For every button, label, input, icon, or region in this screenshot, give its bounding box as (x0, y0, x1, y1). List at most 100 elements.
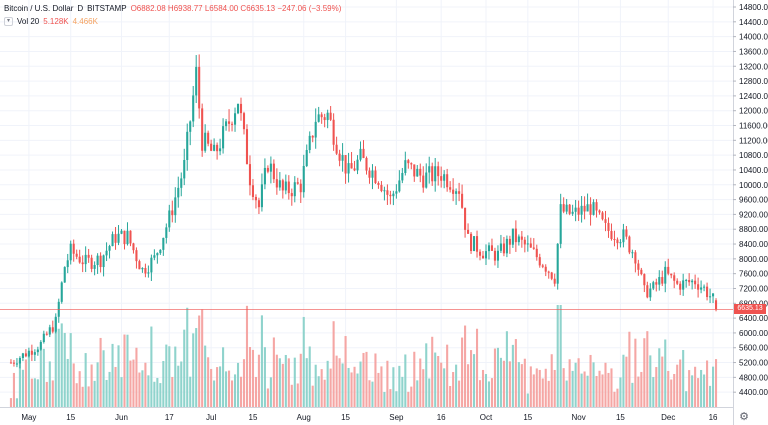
price-tick-label: 10800.00 (739, 151, 768, 160)
volume-bar (219, 366, 222, 407)
volume-bar (66, 358, 69, 407)
volume-bar (470, 350, 473, 407)
candle-body (404, 160, 407, 174)
volume-label: Vol 20 (17, 17, 40, 26)
candle-body (317, 114, 320, 122)
candle-body (45, 333, 48, 335)
candle-body (362, 148, 365, 158)
candle-body (108, 246, 111, 251)
volume-bar (625, 356, 628, 407)
candle-body (676, 280, 679, 284)
volume-bar (153, 381, 156, 407)
candle-body (48, 327, 51, 335)
candle-body (275, 179, 278, 188)
candle-body (138, 261, 141, 270)
candle-body (401, 173, 404, 181)
candle-body (386, 190, 389, 195)
volume-bar (51, 380, 54, 407)
volume-bar (78, 371, 81, 407)
candle-body (464, 207, 467, 230)
volume-bar (228, 370, 231, 407)
volume-legend: ▾ Vol 20 5.128K 4.466K (4, 17, 98, 26)
chevron-down-icon[interactable]: ▾ (4, 17, 13, 26)
volume-bar (165, 344, 168, 407)
volume-bar (535, 368, 538, 407)
volume-bar (257, 354, 260, 407)
candle-body (449, 187, 452, 190)
volume-bar (168, 346, 171, 407)
volume-bar (404, 354, 407, 407)
candle-body (714, 300, 718, 310)
volume-bar (544, 368, 547, 407)
volume-bar (613, 391, 616, 407)
candle-body (228, 121, 231, 124)
volume-bar (643, 338, 646, 407)
volume-bar (147, 375, 150, 407)
volume-bar (183, 329, 186, 407)
candle-body (236, 103, 240, 114)
time-tick-label: Dec (661, 413, 675, 422)
candle-body (520, 236, 523, 240)
volume-bar (287, 358, 290, 407)
volume-bar (538, 369, 541, 407)
candle-body (667, 266, 670, 274)
candle-body (129, 230, 132, 244)
price-tick-label: 14000.00 (739, 33, 768, 42)
volume-bar (467, 364, 470, 407)
volume-bar (410, 386, 413, 407)
volume-bar (15, 398, 18, 407)
volume-bar (661, 356, 664, 407)
candle-body (230, 123, 234, 125)
gear-icon[interactable]: ⚙ (739, 411, 749, 423)
candle-body (458, 191, 461, 194)
volume-bar (514, 339, 517, 407)
candle-body (712, 293, 715, 297)
volume-bar (302, 316, 305, 407)
price-tick-label: 9200.00 (739, 210, 768, 219)
candle-body (287, 181, 290, 194)
candle-body (171, 210, 174, 216)
candle-body (574, 207, 577, 212)
volume-bar (171, 376, 174, 407)
volume-bar (607, 372, 610, 407)
candle-body (374, 170, 377, 184)
candle-body (607, 222, 610, 231)
volume-bar (332, 321, 335, 407)
volume-bar (198, 315, 201, 407)
price-tick-label: 12400.00 (739, 92, 768, 101)
candle-body (263, 167, 266, 185)
volume-bar (293, 357, 296, 407)
volume-bar (239, 376, 243, 407)
candle-body (398, 180, 401, 192)
volume-bar (189, 376, 192, 407)
candle-body (580, 205, 583, 215)
volume-bar (177, 365, 180, 407)
candle-body (595, 202, 598, 211)
candle-body (293, 182, 296, 197)
volume-bar (425, 343, 428, 407)
volume-bar (616, 388, 619, 407)
volume-bar (446, 344, 449, 407)
volume-bar (111, 343, 114, 407)
volume-bar (505, 331, 508, 407)
volume-bar (81, 386, 84, 407)
volume-bar (622, 354, 625, 407)
candle-body (535, 248, 538, 258)
time-tick-label: 16 (437, 413, 446, 422)
volume-bar (437, 355, 440, 407)
volume-bar (201, 309, 204, 407)
volume-bar (260, 315, 263, 407)
candle-body (213, 144, 216, 151)
volume-bar (90, 364, 93, 407)
price-tick-label: 7200.00 (739, 284, 768, 293)
candle-body (383, 190, 386, 192)
volume-bar (21, 369, 24, 407)
candle-body (601, 212, 604, 220)
candle-body (69, 243, 72, 261)
candle-body (87, 254, 90, 258)
candle-body (673, 275, 676, 281)
candle-body (547, 271, 550, 273)
price-tick-label: 12800.00 (739, 77, 768, 86)
volume-bar (371, 381, 374, 407)
